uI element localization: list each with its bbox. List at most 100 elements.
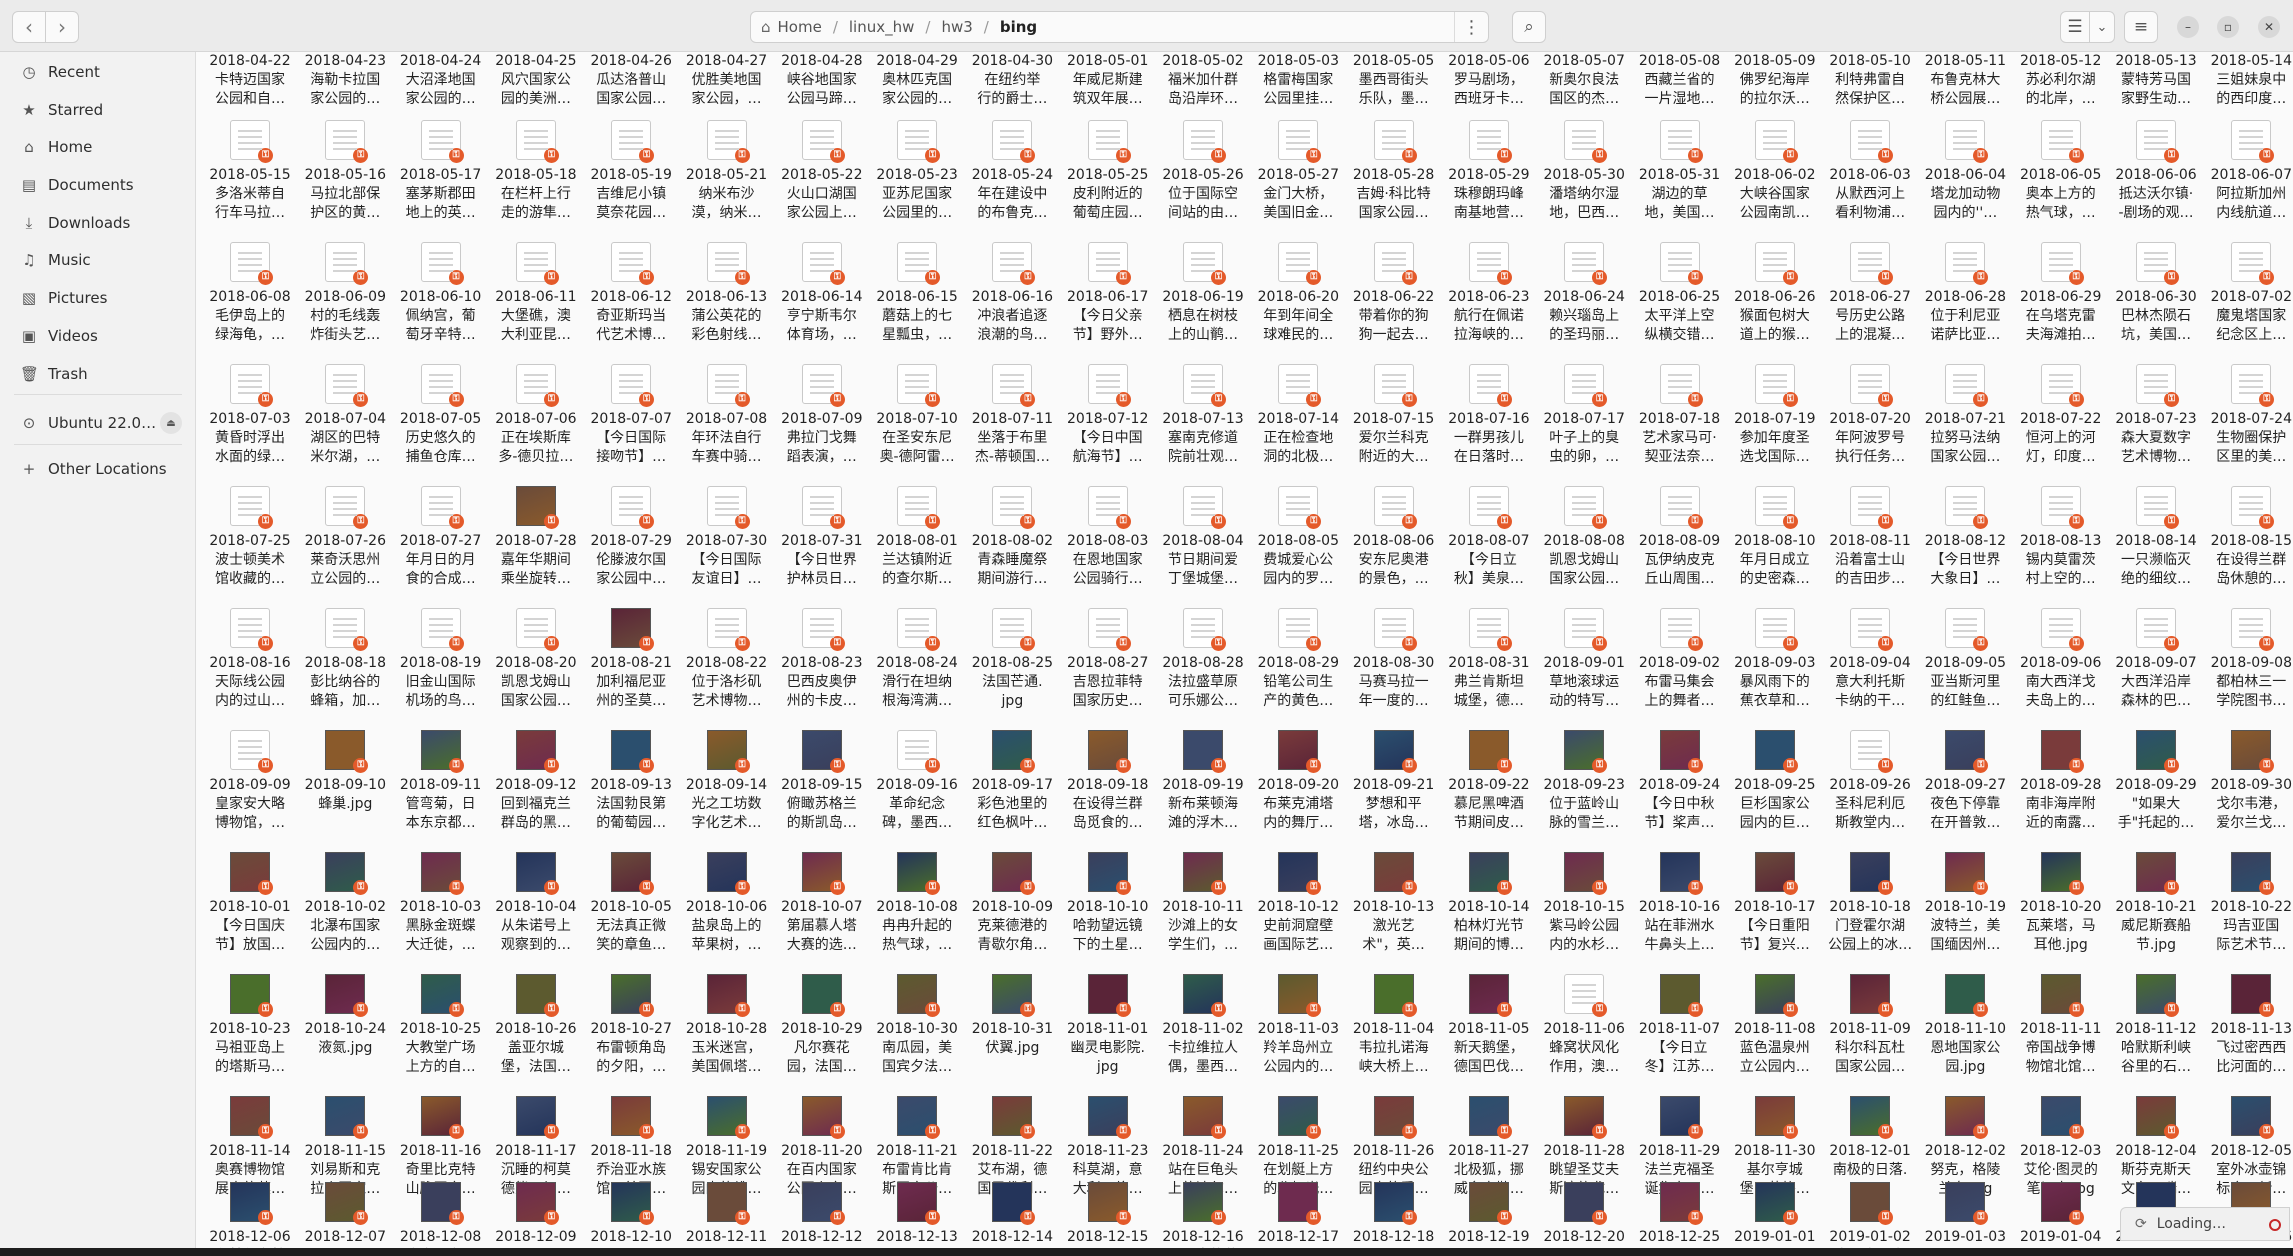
file-item[interactable]: ⚿ 2018-08-25 法国芒通. jpg xyxy=(965,608,1059,728)
file-item[interactable]: ⚿ 2018-11-12 哈默斯利峡 谷里的石… xyxy=(2109,974,2203,1094)
file-item[interactable]: ⚿ 2018-08-23 巴西皮奥伊 州的卡皮… xyxy=(775,608,869,728)
file-item[interactable]: ⚿ 2018-07-11 坐落于布里 杰-蒂顿国… xyxy=(965,364,1059,484)
file-item[interactable]: 2018-05-11 布鲁克林大 桥公园展… xyxy=(1918,52,2012,146)
file-item[interactable]: ⚿ 2018-10-31 伏翼.jpg xyxy=(965,974,1059,1094)
file-item[interactable]: ⚿ 2018-06-02 大峡谷国家 公园南凯… xyxy=(1728,120,1822,240)
file-item[interactable]: ⚿ 2018-10-20 瓦莱塔，马 耳他.jpg xyxy=(2014,852,2108,972)
file-item[interactable]: ⚿ 2018-09-27 夜色下停靠 在开普敦… xyxy=(1918,730,2012,850)
file-item[interactable]: 2018-05-01 年威尼斯建 筑双年展… xyxy=(1061,52,1155,146)
file-item[interactable]: ⚿ 2018-06-14 亨宁斯韦尔 体育场，… xyxy=(775,242,869,362)
file-item[interactable]: ⚿ 2018-07-02 魔鬼塔国家 纪念区上… xyxy=(2204,242,2293,362)
file-item[interactable]: ⚿ 2018-07-23 森大夏数字 艺术博物… xyxy=(2109,364,2203,484)
file-item[interactable]: 2018-04-24 大沼泽地国 家公园的… xyxy=(394,52,488,146)
file-item[interactable]: ⚿ 2018-07-17 叶子上的臭 虫的卵，… xyxy=(1537,364,1631,484)
file-item[interactable]: ⚿ 2018-09-12 回到福克兰 群岛的黑… xyxy=(489,730,583,850)
file-item[interactable]: 2018-05-03 格雷梅国家 公园里挂… xyxy=(1251,52,1345,146)
file-item[interactable]: ⚿ 2018-12-11 乞力马扎罗 xyxy=(680,1182,774,1248)
file-item[interactable]: ⚿ 2018-07-14 正在检查地 洞的北极… xyxy=(1251,364,1345,484)
file-item[interactable]: ⚿ 2018-06-08 毛伊岛上的 绿海龟，… xyxy=(203,242,297,362)
file-item[interactable]: 2018-05-07 新奥尔良法 国区的杰… xyxy=(1537,52,1631,146)
sidebar-item-starred[interactable]: ★ Starred xyxy=(0,93,196,127)
file-item[interactable]: ⚿ 2018-07-06 正在埃斯库 多-德贝拉… xyxy=(489,364,583,484)
file-item[interactable]: 2018-04-26 瓜达洛普山 国家公园… xyxy=(584,52,678,146)
file-item[interactable]: ⚿ 2018-12-20 大山，日本 xyxy=(1537,1182,1631,1248)
file-item[interactable]: 2018-05-02 福米加什群 岛沿岸环… xyxy=(1156,52,1250,146)
file-item[interactable]: ⚿ 2018-12-06 在赫尔辛基 xyxy=(203,1182,297,1248)
file-item[interactable]: ⚿ 2018-07-08 年环法自行 车赛中骑… xyxy=(680,364,774,484)
forward-button[interactable]: › xyxy=(45,11,79,43)
breadcrumb-home[interactable]: Home xyxy=(777,18,822,36)
file-item[interactable]: ⚿ 2018-09-07 大西洋沿岸 森林的巴… xyxy=(2109,608,2203,728)
file-item[interactable]: ⚿ 2018-07-15 爱尔兰科克 附近的大… xyxy=(1347,364,1441,484)
file-item[interactable]: ⚿ 2019-01-03 一只冬眠的 xyxy=(1918,1182,2012,1248)
file-item[interactable]: ⚿ 2018-11-02 卡拉维拉人 偶，墨西… xyxy=(1156,974,1250,1094)
file-item[interactable]: ⚿ 2018-07-20 年阿波罗号 执行任务… xyxy=(1823,364,1917,484)
maximize-button[interactable]: ▫ xyxy=(2217,16,2239,38)
file-item[interactable]: ⚿ 2018-09-01 草地滚球运 动的特写… xyxy=(1537,608,1631,728)
sidebar-item-trash[interactable]: 🗑 Trash xyxy=(0,357,196,391)
file-item[interactable]: ⚿ 2018-10-10 哈勃望远镜 下的土星… xyxy=(1061,852,1155,972)
file-item[interactable]: ⚿ 2018-06-20 年到年间全 球难民的… xyxy=(1251,242,1345,362)
file-item[interactable]: ⚿ 2018-05-15 多洛米蒂自 行车马拉… xyxy=(203,120,297,240)
file-item[interactable]: ⚿ 2018-08-30 马赛马拉一 年一度的… xyxy=(1347,608,1441,728)
file-item[interactable]: ⚿ 2018-05-30 潘塔纳尔湿 地，巴西… xyxy=(1537,120,1631,240)
back-button[interactable]: ‹ xyxy=(12,11,46,43)
file-item[interactable]: ⚿ 2018-09-24 【今日中秋 节】桨声… xyxy=(1633,730,1727,850)
file-item[interactable]: ⚿ 2018-06-03 从默西河上 看利物浦… xyxy=(1823,120,1917,240)
file-item[interactable]: ⚿ 2018-09-14 光之工坊数 字化艺术… xyxy=(680,730,774,850)
file-item[interactable]: 2018-05-14 三姐妹泉中 的西印度… xyxy=(2204,52,2293,146)
file-item[interactable]: ⚿ 2018-05-28 吉姆·科比特 国家公园… xyxy=(1347,120,1441,240)
file-item[interactable]: ⚿ 2018-05-25 皮利附近的 葡萄庄园… xyxy=(1061,120,1155,240)
file-item[interactable]: ⚿ 2018-09-30 戈尔韦港， 爱尔兰戈… xyxy=(2204,730,2293,850)
file-item[interactable]: ⚿ 2018-08-19 旧金山国际 机场的鸟… xyxy=(394,608,488,728)
file-item[interactable]: ⚿ 2018-11-03 羚羊岛州立 公园内的… xyxy=(1251,974,1345,1094)
file-item[interactable]: ⚿ 2018-09-11 管弯菊，日 本东京都… xyxy=(394,730,488,850)
file-item[interactable]: ⚿ 2018-10-29 凡尔赛花 园，法国… xyxy=(775,974,869,1094)
file-item[interactable]: ⚿ 2018-11-08 蓝色温泉州 立公园内… xyxy=(1728,974,1822,1094)
file-item[interactable]: 2018-04-25 风穴国家公 园的美洲… xyxy=(489,52,583,146)
file-item[interactable]: ⚿ 2018-06-24 赖兴瑙岛上 的圣玛丽… xyxy=(1537,242,1631,362)
file-item[interactable]: ⚿ 2018-11-01 幽灵电影院. jpg xyxy=(1061,974,1155,1094)
search-button[interactable]: ⌕ xyxy=(1512,11,1546,43)
file-item[interactable]: ⚿ 2018-11-09 科尔科瓦杜 国家公园… xyxy=(1823,974,1917,1094)
file-item[interactable]: ⚿ 2018-06-15 蘑菇上的七 星瓢虫，… xyxy=(870,242,964,362)
close-button[interactable]: ✕ xyxy=(2258,16,2280,38)
file-item[interactable]: ⚿ 2018-08-29 铅笔公司生 产的黄色… xyxy=(1251,608,1345,728)
file-item[interactable]: ⚿ 2018-10-16 站在菲洲水 牛鼻头上… xyxy=(1633,852,1727,972)
file-item[interactable]: ⚿ 2018-08-10 年月日成立 的史密森… xyxy=(1728,486,1822,606)
file-item[interactable]: ⚿ 2018-08-27 吉恩拉菲特 国家历史… xyxy=(1061,608,1155,728)
file-item[interactable]: ⚿ 2018-09-29 "如果大 手"托起的… xyxy=(2109,730,2203,850)
file-item[interactable]: ⚿ 2018-09-02 布雷马集会 上的舞者… xyxy=(1633,608,1727,728)
file-item[interactable]: ⚿ 2018-05-19 吉维尼小镇 莫奈花园… xyxy=(584,120,678,240)
file-item[interactable]: ⚿ 2018-07-26 莱奇沃思州 立公园的… xyxy=(298,486,392,606)
file-item[interactable]: ⚿ 2018-05-27 金门大桥， 美国旧金… xyxy=(1251,120,1345,240)
file-item[interactable]: ⚿ 2018-05-31 湖边的草 地，美国… xyxy=(1633,120,1727,240)
breadcrumb-linux-hw[interactable]: linux_hw xyxy=(848,18,915,36)
file-item[interactable]: ⚿ 2018-12-16 运河旁的节 xyxy=(1156,1182,1250,1248)
file-item[interactable]: ⚿ 2019-01-04 兰茨胡特的 xyxy=(2014,1182,2108,1248)
file-item[interactable]: ⚿ 2018-09-17 彩色池里的 红色枫叶… xyxy=(965,730,1059,850)
file-item[interactable]: ⚿ 2018-09-09 皇家安大略 博物馆，… xyxy=(203,730,297,850)
file-item[interactable]: ⚿ 2018-10-12 史前洞窟壁 画国际艺… xyxy=(1251,852,1345,972)
sidebar-item-downloads[interactable]: ⤓ Downloads xyxy=(0,206,196,240)
file-item[interactable]: ⚿ 2019-01-01 【今日元 xyxy=(1728,1182,1822,1248)
file-item[interactable]: ⚿ 2018-05-21 纳米布沙 漠，纳米… xyxy=(680,120,774,240)
file-item[interactable]: ⚿ 2018-05-26 位于国际空 间站的由… xyxy=(1156,120,1250,240)
file-item[interactable]: ⚿ 2018-12-15 优胜美地国 xyxy=(1061,1182,1155,1248)
file-item[interactable]: ⚿ 2018-09-20 布莱克浦塔 内的舞厅… xyxy=(1251,730,1345,850)
file-item[interactable]: ⚿ 2018-05-16 马拉北部保 护区的黄… xyxy=(298,120,392,240)
file-item[interactable]: ⚿ 2018-05-23 亚苏尼国家 公园里的… xyxy=(870,120,964,240)
file-item[interactable]: 2018-04-28 峡谷地国家 公园马蹄… xyxy=(775,52,869,146)
file-item[interactable]: ⚿ 2018-06-10 佩纳宫，葡 萄牙辛特… xyxy=(394,242,488,362)
file-item[interactable]: ⚿ 2018-09-26 圣科尼利厄 斯教堂内… xyxy=(1823,730,1917,850)
file-item[interactable]: ⚿ 2018-08-18 彭比纳谷的 蜂箱，加… xyxy=(298,608,392,728)
file-item[interactable]: ⚿ 2018-10-06 盐泉岛上的 苹果树，… xyxy=(680,852,774,972)
file-item[interactable]: ⚿ 2018-07-18 艺术家马可· 契亚法奈… xyxy=(1633,364,1727,484)
file-item[interactable]: ⚿ 2018-08-02 青森睡魔祭 期间游行… xyxy=(965,486,1059,606)
sidebar-item-pictures[interactable]: ▧ Pictures xyxy=(0,281,196,315)
file-item[interactable]: ⚿ 2018-10-02 北瀑布国家 公园内的… xyxy=(298,852,392,972)
sidebar-item-other-locations[interactable]: + Other Locations xyxy=(0,452,196,486)
file-item[interactable]: ⚿ 2018-10-28 玉米迷宫， 美国佩塔… xyxy=(680,974,774,1094)
file-item[interactable]: ⚿ 2018-09-21 梦想和平 塔，冰岛… xyxy=(1347,730,1441,850)
